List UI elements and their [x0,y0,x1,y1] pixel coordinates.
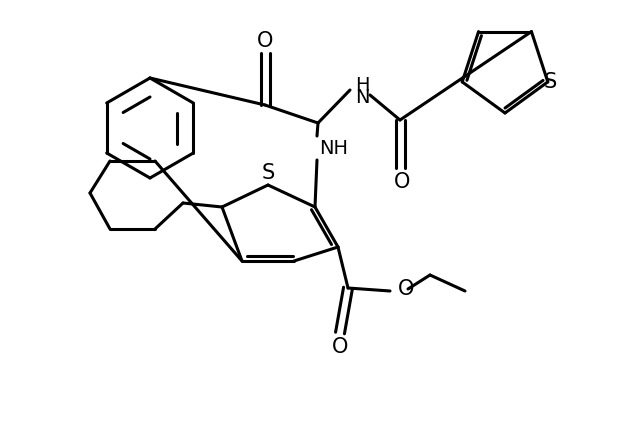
Text: S: S [543,72,556,92]
Text: O: O [394,172,410,192]
Text: O: O [398,279,414,299]
Text: H: H [355,75,369,94]
Text: S: S [261,163,275,183]
Text: O: O [257,31,273,51]
Text: N: N [355,88,369,106]
Text: O: O [332,337,348,357]
Text: NH: NH [319,139,348,158]
